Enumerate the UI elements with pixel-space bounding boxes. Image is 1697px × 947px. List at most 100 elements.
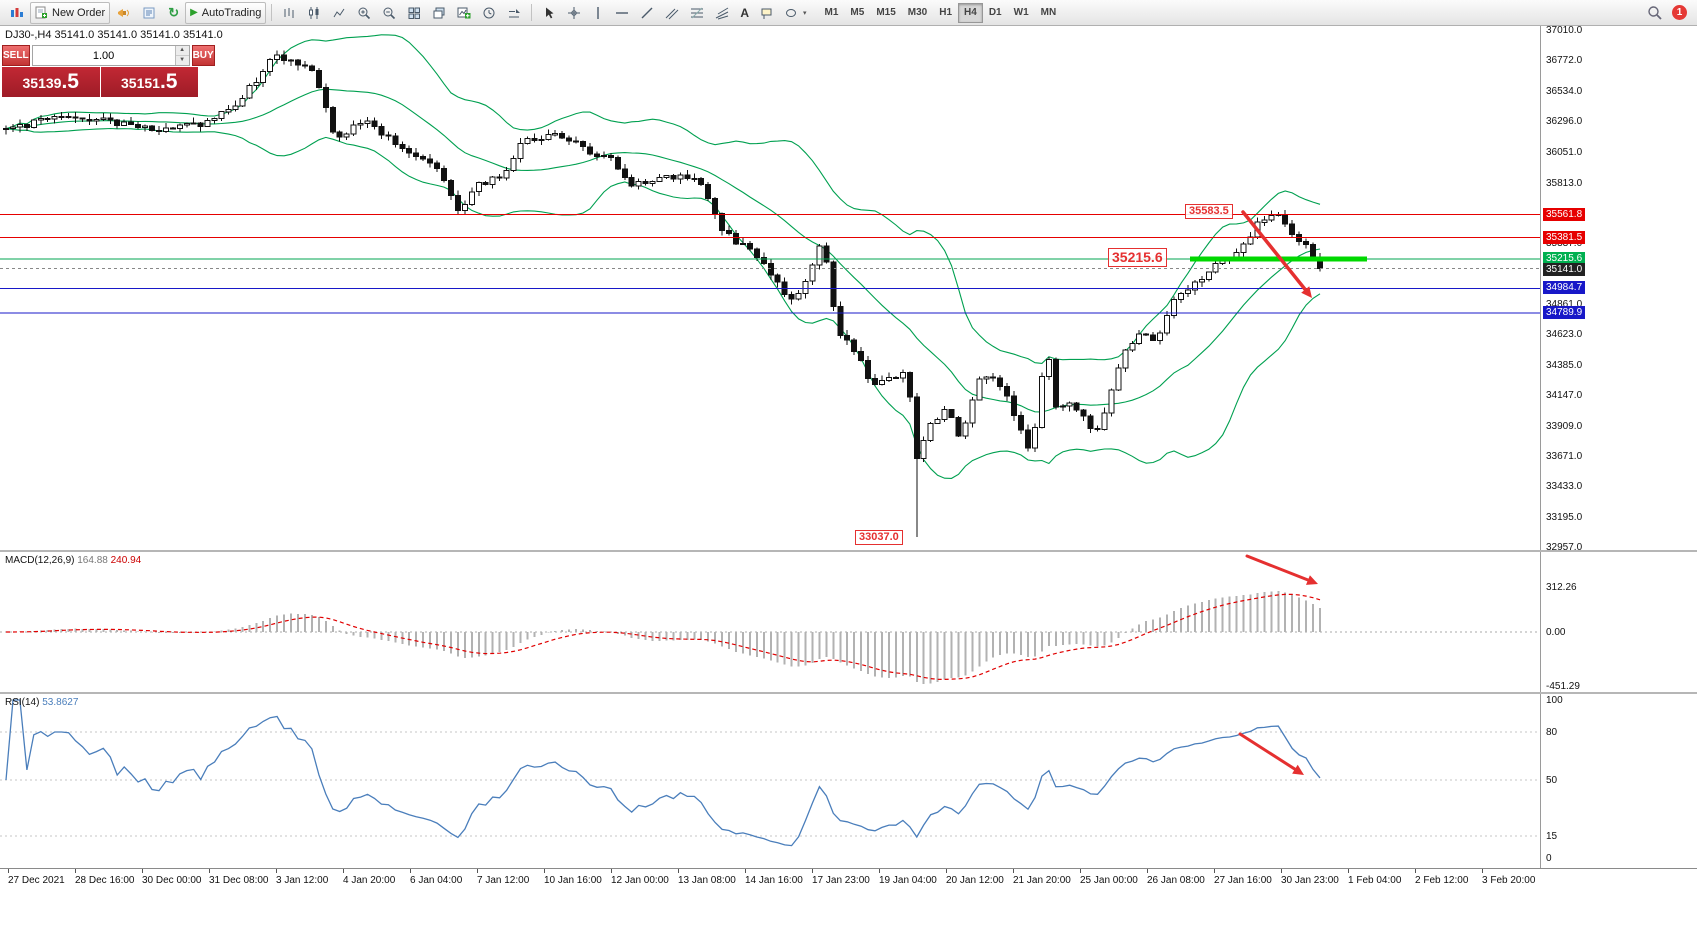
time-axis-label: 17 Jan 23:00: [812, 875, 870, 886]
text-button[interactable]: A: [740, 5, 749, 20]
price-axis-label: 34623.0: [1546, 329, 1583, 341]
price-annotation-label[interactable]: 35583.5: [1185, 204, 1233, 220]
time-axis-label: 28 Dec 16:00: [75, 875, 135, 886]
zoom-in-button[interactable]: [352, 2, 376, 24]
megaphone-icon[interactable]: [111, 2, 136, 24]
timeframe-button-h1[interactable]: H1: [939, 7, 953, 18]
timeframe-button-w1[interactable]: W1: [1013, 7, 1029, 18]
refresh-icon[interactable]: ↻: [168, 4, 180, 20]
rsi-axis[interactable]: 100 80 50 15 0: [1540, 694, 1697, 868]
price-annotation-label[interactable]: 33037.0: [855, 530, 903, 546]
volume-up-button[interactable]: ▲: [175, 46, 189, 56]
time-axis-label: 27 Jan 16:00: [1214, 875, 1272, 886]
sell-price-display[interactable]: 35139 .5: [2, 67, 100, 97]
rsi-axis-label: 0: [1546, 853, 1552, 864]
time-axis-label: 7 Jan 12:00: [477, 875, 530, 886]
time-axis-tick: [544, 869, 545, 873]
rsi-plot[interactable]: [0, 694, 1540, 868]
time-axis-tick: [276, 869, 277, 873]
volume-down-button[interactable]: ▼: [175, 56, 189, 65]
line-chart-button[interactable]: [327, 2, 351, 24]
volume-input[interactable]: [32, 46, 175, 65]
price-axis-label: 34385.0: [1546, 359, 1583, 371]
label-button[interactable]: [755, 2, 779, 24]
time-axis-label: 20 Jan 12:00: [946, 875, 1004, 886]
chart-shift-button[interactable]: [502, 2, 526, 24]
panel-splitter[interactable]: [0, 692, 1697, 694]
timeframe-button-h4[interactable]: H4: [958, 2, 983, 23]
rsi-header: RSI(14) 53.8627: [5, 697, 78, 708]
buy-button[interactable]: BUY: [191, 45, 215, 66]
time-axis[interactable]: 27 Dec 2021 28 Dec 16:00 30 Dec 00:00 31 De…: [0, 868, 1697, 890]
macd-axis[interactable]: 312.26 0.00 -451.29: [1540, 552, 1697, 692]
rsi-value: 53.8627: [42, 697, 79, 708]
pitchfork-button[interactable]: [710, 2, 734, 24]
channel-button[interactable]: [660, 2, 684, 24]
fibonacci-button[interactable]: [685, 2, 709, 24]
horizontal-line-button[interactable]: [610, 2, 634, 24]
timeframe-button-d1[interactable]: D1: [988, 7, 1002, 18]
time-axis-tick: [946, 869, 947, 873]
time-axis-tick: [879, 869, 880, 873]
panel-splitter[interactable]: [0, 550, 1697, 552]
timeframe-group: M1 M5 M15 M30 H1 H4 D1 W1 MN: [819, 2, 1063, 23]
price-axis-label: 37010.0: [1546, 25, 1583, 36]
shapes-button[interactable]: ▾: [780, 2, 812, 24]
services-icon[interactable]: [137, 2, 162, 24]
timeframe-button-m1[interactable]: M1: [824, 7, 839, 18]
vertical-line-button[interactable]: [587, 2, 609, 24]
new-chart-button[interactable]: [452, 2, 476, 24]
timeframe-button-m5[interactable]: M5: [850, 7, 865, 18]
rsi-name: RSI(14): [5, 697, 40, 708]
price-axis[interactable]: 37010.0 36772.0 36534.0 36296.0 36051.0 35813…: [1540, 25, 1697, 553]
price-annotation-label[interactable]: 35215.6: [1108, 248, 1167, 267]
sell-price-main: 35139: [22, 75, 62, 91]
search-icon[interactable]: [1647, 5, 1663, 21]
trend-arrow[interactable]: [1241, 210, 1312, 298]
time-axis-label: 31 Dec 08:00: [209, 875, 269, 886]
one-click-trading-panel: SELL ▲ ▼ BUY 35139 .5 35151 .5: [2, 45, 215, 97]
chart-window-icon[interactable]: [5, 2, 29, 24]
time-axis-label: 30 Dec 00:00: [142, 875, 202, 886]
notification-badge[interactable]: 1: [1672, 5, 1687, 20]
time-axis-tick: [745, 869, 746, 873]
cursor-button[interactable]: [537, 2, 561, 24]
time-axis-label: 3 Feb 20:00: [1482, 875, 1536, 886]
trend-arrow[interactable]: [1245, 554, 1318, 585]
time-axis-label: 3 Jan 12:00: [276, 875, 329, 886]
trend-arrow[interactable]: [1238, 732, 1304, 775]
timeframe-button-mn[interactable]: MN: [1040, 7, 1057, 18]
new-order-label: New Order: [52, 6, 106, 19]
rsi-axis-label: 50: [1546, 775, 1558, 786]
toolbar-separator: [271, 4, 273, 21]
main-chart-plot[interactable]: [0, 26, 1540, 550]
timeframe-button-m30[interactable]: M30: [907, 7, 928, 18]
trendline-button[interactable]: [635, 2, 659, 24]
bar-chart-button[interactable]: [277, 2, 301, 24]
cascade-windows-button[interactable]: [427, 2, 451, 24]
timeframe-button-m15[interactable]: M15: [876, 7, 896, 18]
new-order-button[interactable]: New Order: [30, 1, 111, 24]
time-axis-tick: [343, 869, 344, 873]
sell-price-frac: .5: [61, 70, 79, 93]
autotrading-button[interactable]: ▶ AutoTrading: [185, 1, 267, 24]
buy-price-display[interactable]: 35151 .5: [100, 67, 198, 97]
price-axis-label: 36296.0: [1546, 116, 1583, 128]
toolbar: New Order ↻ ▶ AutoTrading A ▾ M1 M5 M15 M30…: [0, 0, 1697, 26]
time-axis-tick: [1281, 869, 1282, 873]
zoom-out-button[interactable]: [377, 2, 401, 24]
tile-windows-button[interactable]: [402, 2, 426, 24]
new-order-icon: [35, 6, 48, 19]
macd-plot[interactable]: [0, 552, 1540, 692]
macd-histogram: [12, 591, 1321, 684]
price-level-tag: 35381.5: [1543, 230, 1586, 244]
bottom-strip: [0, 890, 1697, 947]
time-axis-label: 12 Jan 00:00: [611, 875, 669, 886]
price-axis-label: 35337.0: [1546, 238, 1583, 250]
time-axis-label: 1 Feb 04:00: [1348, 875, 1402, 886]
crosshair-button[interactable]: [562, 2, 586, 24]
candlestick-chart-button[interactable]: [302, 2, 326, 24]
sell-button[interactable]: SELL: [2, 45, 30, 66]
time-axis-tick: [8, 869, 9, 873]
period-button[interactable]: [477, 2, 501, 24]
